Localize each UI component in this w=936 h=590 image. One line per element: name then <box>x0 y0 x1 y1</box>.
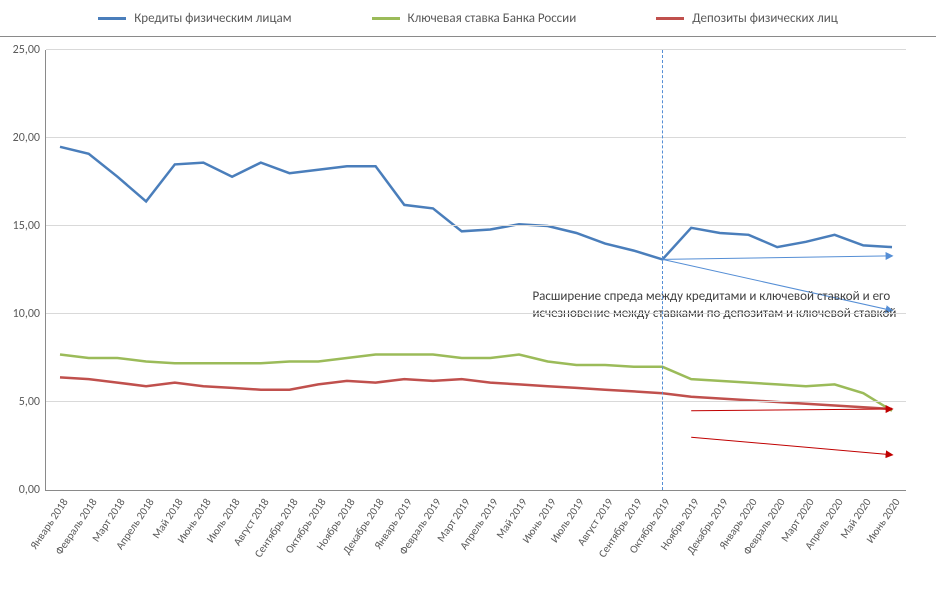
legend-label: Ключевая ставка Банка России <box>408 11 577 26</box>
annotation-arrow <box>691 437 892 455</box>
y-tick-label: 20,00 <box>13 131 40 145</box>
series-line <box>60 377 892 409</box>
annotation-arrow <box>663 256 893 260</box>
gridline <box>46 137 906 138</box>
gridline <box>46 401 906 402</box>
legend-swatch <box>372 17 400 20</box>
y-tick-label: 25,00 <box>13 43 40 57</box>
legend-item: Ключевая ставка Банка России <box>372 11 577 26</box>
legend-swatch <box>656 17 684 20</box>
plot-area: Расширение спреда между кредитами и ключ… <box>45 50 906 491</box>
y-tick-label: 10,00 <box>13 307 40 321</box>
y-tick-label: 0,00 <box>19 483 40 497</box>
legend: Кредиты физическим лицам Ключевая ставка … <box>0 0 936 37</box>
legend-swatch <box>98 17 126 20</box>
annotation-arrow <box>691 409 892 411</box>
reference-vline <box>662 50 663 490</box>
annotation-line1: Расширение спреда между кредитами и ключ… <box>532 289 890 304</box>
y-tick-label: 5,00 <box>19 395 40 409</box>
legend-label: Кредиты физическим лицам <box>134 11 291 26</box>
y-tick-label: 15,00 <box>13 219 40 233</box>
legend-item: Депозиты физических лиц <box>656 11 838 26</box>
chart: Кредиты физическим лицам Ключевая ставка … <box>0 0 936 590</box>
legend-item: Кредиты физическим лицам <box>98 11 291 26</box>
legend-label: Депозиты физических лиц <box>692 11 838 26</box>
gridline <box>46 313 906 314</box>
series-line <box>60 147 892 260</box>
annotation-text: Расширение спреда между кредитами и ключ… <box>532 289 906 322</box>
gridline <box>46 49 906 50</box>
gridline <box>46 225 906 226</box>
chart-svg <box>46 50 906 490</box>
